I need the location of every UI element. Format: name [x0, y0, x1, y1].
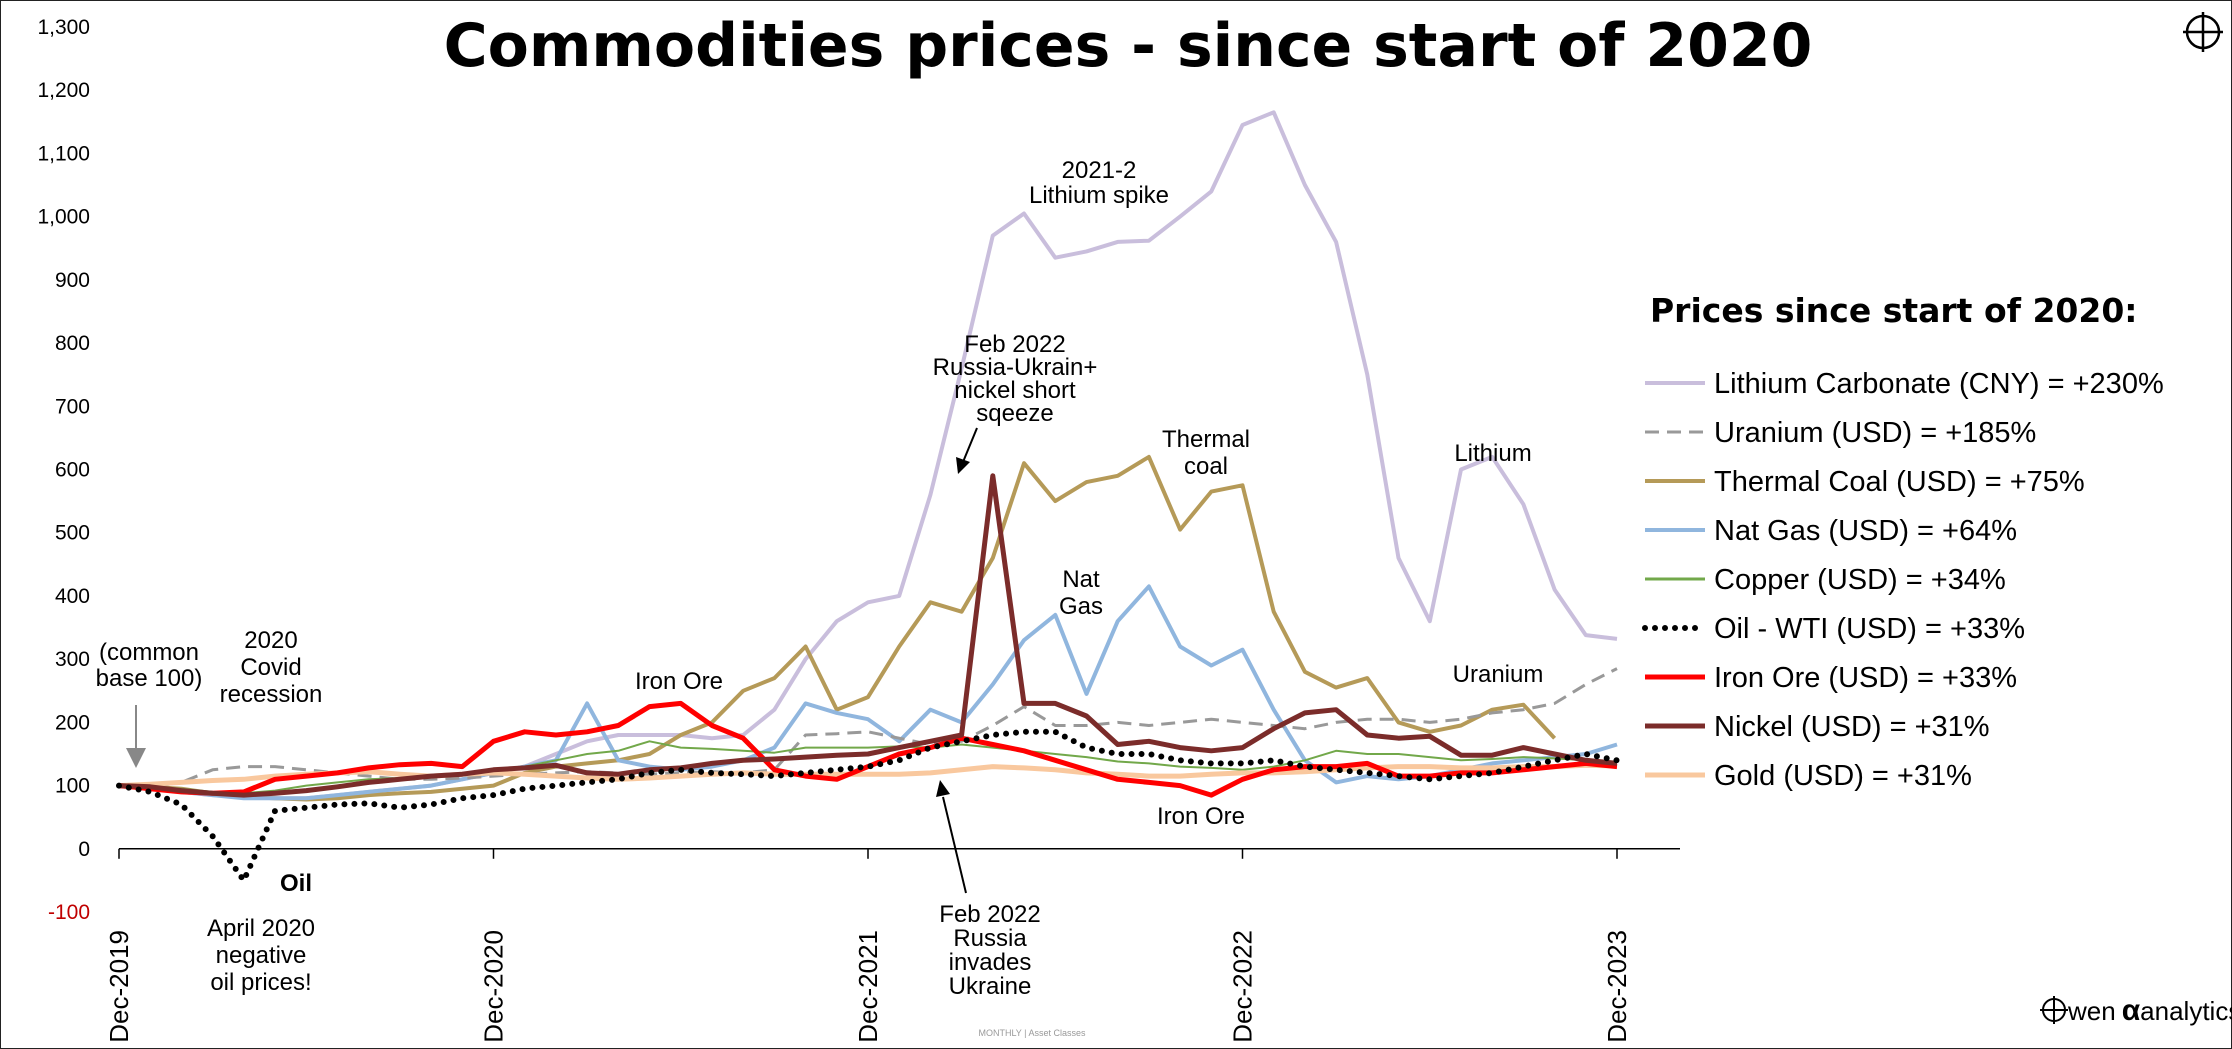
series-line-1 [118, 667, 1618, 789]
x-tick-label: Dec-2023 [1602, 930, 1632, 1043]
legend-label-2: Thermal Coal (USD) = +75% [1714, 466, 2085, 498]
legend: Prices since start of 2020: Lithium Carbo… [1642, 291, 2164, 792]
series-layer [116, 110, 1620, 884]
y-tick-label: 500 [55, 522, 90, 545]
y-tick-label: 700 [55, 395, 90, 418]
x-tick-label: Dec-2022 [1228, 930, 1258, 1043]
iron-ore-upper-annotation: Iron Ore [635, 668, 723, 695]
x-axis: Dec-2019 Dec-2020 Dec-2021 Dec-2022 Dec-2023 [104, 848, 1680, 1043]
y-tick-label: 1,200 [37, 79, 90, 102]
covid-annotation: 2020 Covid recession [220, 627, 323, 708]
y-tick-label: 1,100 [37, 142, 90, 165]
lithium-annotation: Lithium [1454, 440, 1531, 467]
series-line-4 [118, 740, 1618, 795]
x-tick-label: Dec-2021 [853, 930, 883, 1043]
y-tick-label: 300 [55, 648, 90, 671]
legend-label-1: Uranium (USD) = +185% [1714, 417, 2036, 449]
series-line-3 [118, 584, 1618, 801]
invasion-arrow-line [942, 796, 967, 894]
chart-title: Commodities prices - since start of 2020 [444, 11, 1813, 81]
legend-label-4: Copper (USD) = +34% [1714, 564, 2006, 596]
y-tick-label: 400 [55, 585, 90, 608]
y-tick-label: 800 [55, 332, 90, 355]
y-tick-label: 600 [55, 459, 90, 482]
legend-label-0: Lithium Carbonate (CNY) = +230% [1714, 368, 2164, 400]
legend-label-8: Gold (USD) = +31% [1714, 760, 1972, 792]
brand-text: wen αanalytics [2067, 994, 2232, 1027]
legend-label-5: Oil - WTI (USD) = +33% [1714, 613, 2025, 645]
annotation-layer: 2020 Covid recession (common base 100) Oil Apr… [96, 157, 1544, 1000]
y-tick-label: 100 [55, 775, 90, 798]
lithium-spike-annotation: 2021-2 Lithium spike [1029, 157, 1169, 209]
legend-label-3: Nat Gas (USD) = +64% [1714, 515, 2017, 547]
base-arrow-head [126, 748, 146, 768]
y-tick-label: 900 [55, 269, 90, 292]
brand-alpha: α [2122, 994, 2141, 1027]
series-line-7 [118, 473, 1618, 798]
brand-wen: wen [2067, 996, 2116, 1026]
oil-annotation: Oil [280, 870, 312, 897]
legend-label-6: Iron Ore (USD) = +33% [1714, 662, 2017, 694]
invasion-arrow-head [936, 780, 950, 797]
negative-oil-annotation: April 2020 negative oil prices! [207, 915, 315, 996]
legend-label-7: Nickel (USD) = +31% [1714, 711, 1990, 743]
y-axis: -100 0 100 200 300 400 500 600 700 800 900 1,000 1,1… [37, 16, 90, 924]
uranium-annotation: Uranium [1453, 661, 1544, 688]
footer-small-text: MONTHLY | Asset Classes [978, 1028, 1086, 1038]
crosshair-logo-icon [2183, 12, 2223, 52]
x-tick-label: Dec-2020 [479, 930, 509, 1043]
y-tick-label: -100 [48, 901, 90, 924]
common-base-annotation: (common base 100) [96, 639, 203, 692]
series-line-5 [116, 728, 1620, 884]
brand-crosshair-icon [2040, 996, 2068, 1024]
nat-gas-annotation: Nat Gas [1059, 566, 1103, 620]
y-tick-label: 1,300 [37, 16, 90, 39]
nickel-squeeze-annotation: Feb 2022 Russia-Ukrain+ nickel short sqeeze [933, 331, 1098, 427]
iron-ore-lower-annotation: Iron Ore [1157, 803, 1245, 830]
y-tick-label: 200 [55, 711, 90, 734]
russia-invades-annotation: Feb 2022 Russia invades Ukraine [939, 901, 1040, 1000]
nickel-arrow-line [962, 427, 978, 463]
legend-title: Prices since start of 2020: [1650, 291, 2138, 330]
y-tick-label: 1,000 [37, 206, 90, 229]
brand-analytics: analytics [2140, 996, 2232, 1026]
nickel-arrow-head [956, 457, 970, 474]
y-tick-label: 0 [78, 838, 90, 861]
series-line-8 [118, 762, 1618, 789]
thermal-coal-annotation: Thermal coal [1162, 426, 1250, 480]
series-line-2 [118, 454, 1557, 802]
brand-logo: wen αanalytics [2040, 994, 2232, 1027]
x-tick-label: Dec-2019 [104, 930, 134, 1043]
